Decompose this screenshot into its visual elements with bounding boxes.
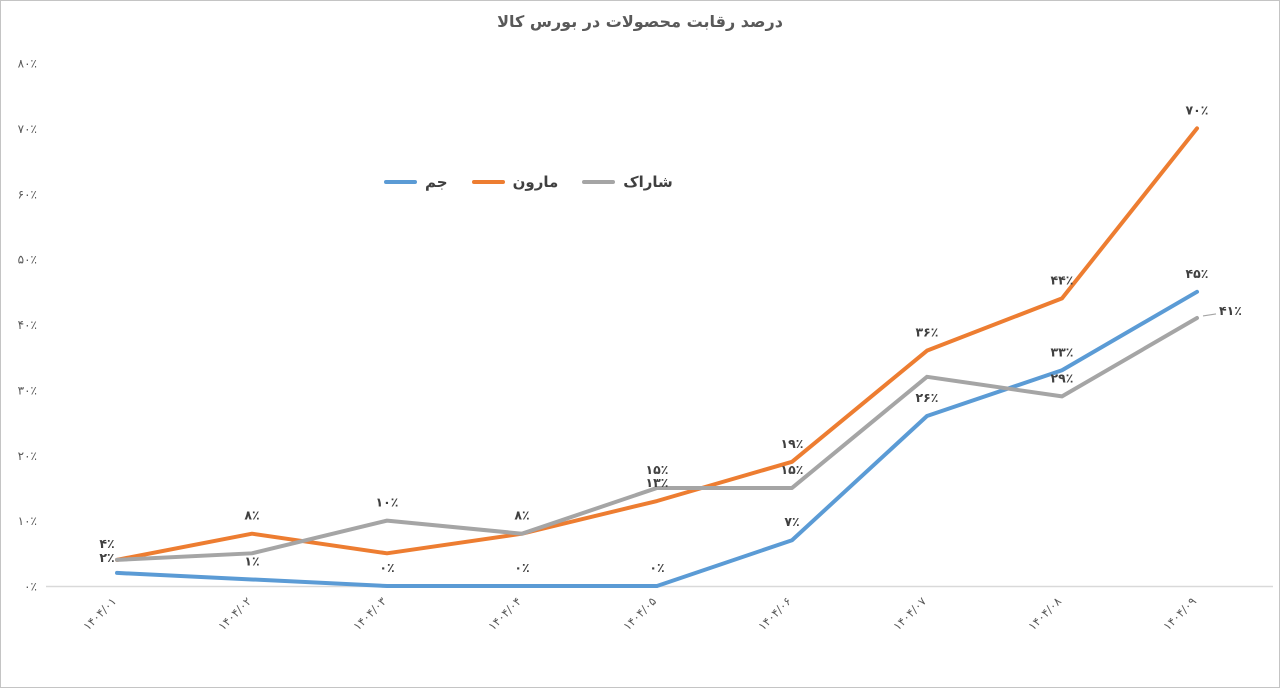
y-axis-tick-label: ۸۰٪ xyxy=(18,57,37,71)
data-label-maroun-3: ۸٪ xyxy=(514,508,529,523)
data-label-jam-1: ۱٪ xyxy=(244,553,259,568)
label-leader-line xyxy=(1202,313,1217,317)
data-label-maroun-6: ۳۶٪ xyxy=(916,325,939,340)
data-label-jam-0: ۲٪ xyxy=(99,550,114,565)
data-label-sharak-7: ۲۹٪ xyxy=(1051,370,1074,385)
data-label-maroun-5: ۱۹٪ xyxy=(781,436,804,451)
legend-marker-jam xyxy=(384,179,417,185)
legend-label-sharak: شاراک xyxy=(623,173,673,191)
y-axis-tick-label: ۳۰٪ xyxy=(18,383,37,397)
data-label-jam-2: ۰٪ xyxy=(379,560,394,575)
y-axis-tick-label: ۰٪ xyxy=(24,580,37,594)
legend-label-jam: جم xyxy=(425,173,448,191)
x-axis-label: ۱۴۰۴/۰۳ xyxy=(350,594,389,633)
data-label-sharak-8: ۴۱٪ xyxy=(1219,303,1242,318)
data-label-jam-7: ۳۳٪ xyxy=(1051,344,1074,359)
x-axis-label: ۱۴۰۴/۰۷ xyxy=(890,594,929,633)
data-label-maroun-4: ۱۳٪ xyxy=(646,475,669,490)
x-axis-label: ۱۴۰۴/۰۵ xyxy=(620,594,659,633)
data-label-sharak-4: ۱۵٪ xyxy=(646,462,669,477)
series-line-jam xyxy=(115,289,1199,588)
legend-item-jam: جم xyxy=(384,173,448,191)
data-label-maroun-8: ۷۰٪ xyxy=(1186,102,1209,117)
legend-item-maroun: مارون xyxy=(471,173,559,191)
legend-marker-sharak xyxy=(582,179,616,185)
y-axis-tick-label: ۲۰٪ xyxy=(18,449,37,463)
data-label-jam-8: ۴۵٪ xyxy=(1186,266,1209,281)
data-label-jam-4: ۰٪ xyxy=(649,560,664,575)
data-label-jam-5: ۷٪ xyxy=(784,514,799,529)
y-axis-tick-label: ۶۰٪ xyxy=(18,187,37,201)
data-label-sharak-5: ۱۵٪ xyxy=(781,462,804,477)
data-label-jam-6: ۲۶٪ xyxy=(916,390,939,405)
y-axis-tick-label: ۱۰٪ xyxy=(18,514,37,528)
legend-marker-maroun xyxy=(471,179,505,185)
x-axis-label: ۱۴۰۴/۰۱ xyxy=(80,594,119,633)
y-axis-tick-label: ۵۰٪ xyxy=(18,253,37,267)
x-axis-label: ۱۴۰۴/۰۶ xyxy=(755,594,794,633)
x-axis-label: ۱۴۰۴/۰۴ xyxy=(485,594,524,633)
x-axis-label: ۱۴۰۴/۰۹ xyxy=(1160,594,1199,633)
data-label-jam-3: ۰٪ xyxy=(514,560,529,575)
series-line-sharak xyxy=(115,315,1199,562)
y-axis-tick-label: ۴۰٪ xyxy=(18,318,37,332)
data-label-sharak-2: ۱۰٪ xyxy=(376,495,399,510)
x-axis-label: ۱۴۰۴/۰۲ xyxy=(215,594,254,633)
data-label-maroun-0: ۴٪ xyxy=(99,536,114,551)
data-label-maroun-7: ۴۴٪ xyxy=(1051,272,1074,287)
chart-legend: جم مارون شاراک xyxy=(384,173,673,191)
y-axis-tick-label: ۷۰٪ xyxy=(18,122,37,136)
legend-item-sharak: شاراک xyxy=(582,173,673,191)
legend-label-maroun: مارون xyxy=(512,173,559,191)
data-label-maroun-1: ۸٪ xyxy=(244,508,259,523)
x-axis-label: ۱۴۰۴/۰۸ xyxy=(1025,594,1064,633)
series-line-maroun xyxy=(115,126,1199,562)
chart-title: درصد رقابت محصولات در بورس کالا xyxy=(497,12,783,31)
